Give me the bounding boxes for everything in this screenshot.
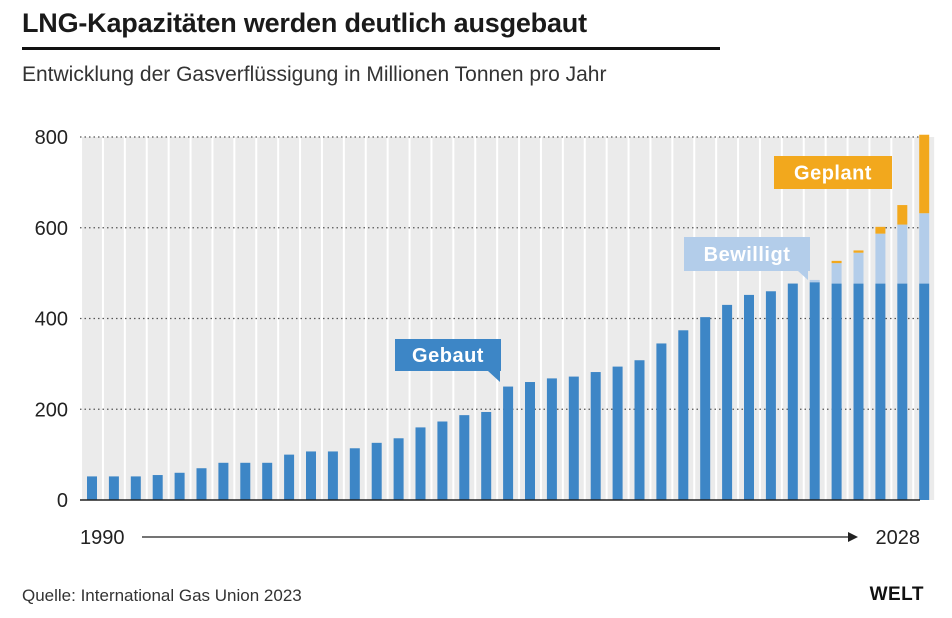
bar-gebaut-1990 — [87, 476, 97, 500]
source-note: Quelle: International Gas Union 2023 — [22, 586, 302, 605]
column-background — [235, 137, 256, 500]
column-background — [432, 137, 453, 500]
bar-gebaut-2012 — [568, 376, 579, 500]
bar-gebaut-1991 — [108, 476, 119, 500]
bar-bewilligt-2027 — [897, 224, 908, 284]
x-end-label: 2028 — [876, 527, 921, 549]
annotation-box-gebaut — [395, 339, 501, 371]
bar-bewilligt-2026 — [875, 233, 886, 284]
y-tick-label: 400 — [35, 309, 68, 331]
bar-gebaut-2011 — [546, 378, 557, 500]
bar-gebaut-2009 — [503, 386, 514, 500]
annotation-pointer-gebaut — [488, 371, 500, 382]
bar-bewilligt-2024 — [831, 263, 842, 284]
column-background — [388, 137, 409, 500]
title-underline — [22, 47, 720, 50]
column-background — [103, 137, 124, 500]
column-background — [410, 137, 431, 500]
bar-gebaut-2010 — [525, 382, 535, 500]
column-background — [125, 137, 146, 500]
y-tick-label: 200 — [35, 399, 68, 421]
bar-gebaut-2018 — [700, 317, 711, 500]
annotation-box-bewilligt — [684, 237, 810, 271]
bar-gebaut-1995 — [196, 468, 207, 500]
bar-gebaut-2023 — [809, 282, 820, 500]
column-background — [213, 137, 234, 500]
annotation-bewilligt: Bewilligt — [704, 244, 791, 266]
bar-gebaut-2001 — [327, 451, 338, 500]
bar-gebaut-2003 — [371, 442, 382, 500]
bar-bewilligt-2028 — [919, 213, 930, 284]
bar-geplant-2027 — [897, 205, 908, 225]
bar-gebaut-2027 — [897, 283, 908, 500]
x-start-label: 1990 — [80, 527, 125, 549]
bar-gebaut-2006 — [437, 421, 448, 500]
annotation-gebaut: Gebaut — [412, 345, 484, 367]
bar-gebaut-2022 — [787, 283, 798, 500]
annotation-box-geplant — [774, 156, 892, 189]
bar-gebaut-2025 — [853, 283, 864, 500]
bar-gebaut-2021 — [765, 291, 776, 500]
annotation-pointer-bewilligt — [798, 271, 808, 280]
bar-gebaut-2028 — [919, 283, 930, 500]
bar-geplant-2026 — [875, 226, 886, 234]
bar-gebaut-1997 — [240, 462, 251, 500]
welt-logo: WELT — [869, 584, 924, 605]
bar-gebaut-2015 — [634, 360, 645, 500]
annotation-geplant: Geplant — [794, 163, 872, 185]
bar-gebaut-2019 — [722, 304, 733, 500]
bar-gebaut-2024 — [831, 283, 842, 500]
column-background — [82, 137, 102, 500]
y-tick-label: 800 — [35, 127, 68, 149]
bar-gebaut-1992 — [130, 476, 141, 500]
bar-gebaut-1993 — [152, 475, 163, 500]
y-tick-label: 600 — [35, 218, 68, 240]
bar-geplant-2028 — [919, 134, 930, 214]
bar-gebaut-1999 — [284, 454, 295, 500]
bar-gebaut-2000 — [306, 451, 316, 500]
bar-gebaut-2005 — [415, 427, 426, 500]
column-background — [257, 137, 278, 500]
bar-gebaut-1994 — [174, 472, 185, 500]
y-tick-label: 0 — [57, 490, 68, 512]
bar-gebaut-2004 — [393, 438, 404, 500]
bar-bewilligt-2025 — [853, 252, 864, 284]
bar-gebaut-2017 — [678, 330, 689, 500]
chart-title: LNG-Kapazitäten werden deutlich ausgebau… — [22, 8, 587, 38]
column-background — [279, 137, 300, 500]
x-arrow-head — [848, 532, 858, 542]
bar-gebaut-2002 — [349, 448, 360, 500]
bar-gebaut-2026 — [875, 283, 886, 500]
bar-gebaut-2008 — [481, 411, 492, 500]
bar-gebaut-2014 — [612, 366, 623, 500]
bar-gebaut-2020 — [744, 294, 754, 500]
bar-gebaut-2007 — [459, 415, 470, 500]
bar-gebaut-1996 — [218, 462, 229, 500]
bar-geplant-2025 — [853, 250, 864, 253]
bar-geplant-2024 — [831, 260, 842, 264]
bar-bewilligt-2023 — [809, 279, 820, 283]
chart-subtitle: Entwicklung der Gasverflüssigung in Mill… — [22, 63, 607, 86]
bar-gebaut-2013 — [590, 372, 601, 500]
bar-gebaut-1998 — [262, 462, 273, 500]
bar-gebaut-2016 — [656, 343, 667, 500]
